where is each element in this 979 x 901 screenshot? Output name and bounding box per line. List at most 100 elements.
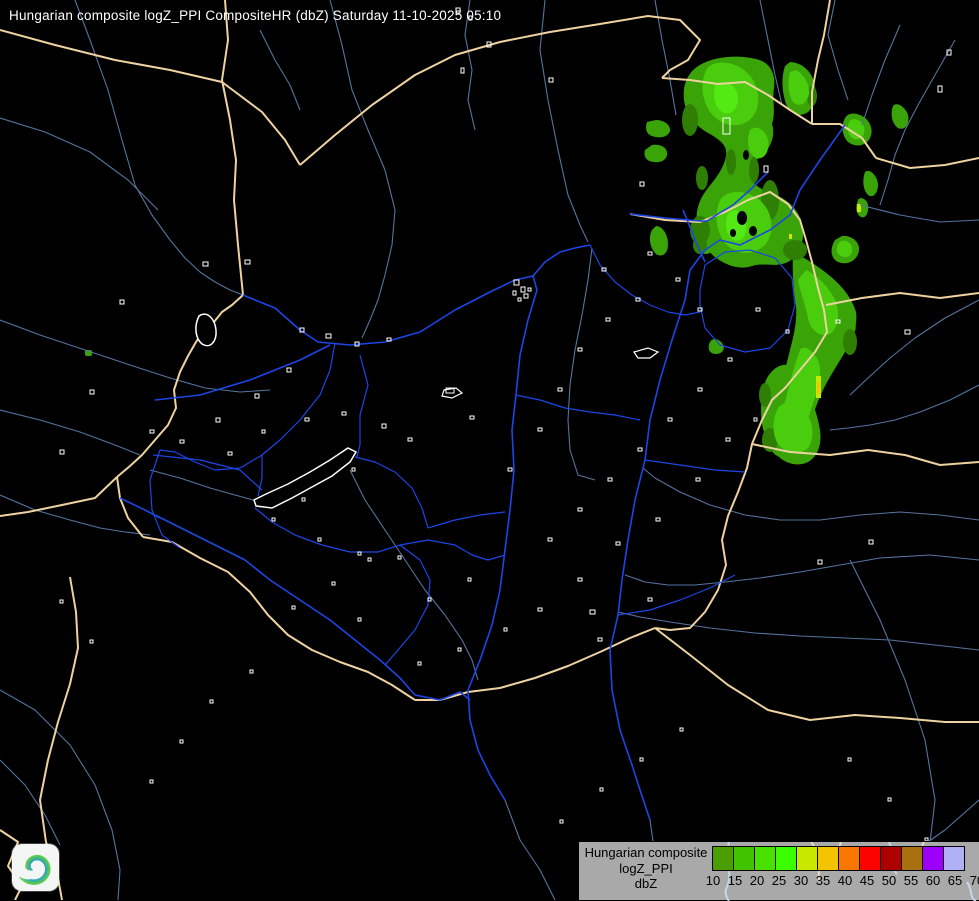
legend-tick-label: 70 [969,873,979,888]
legend-tick-label: 10 [705,873,721,888]
city-marks [59,7,952,842]
city-outline [537,427,543,432]
rivers-major [119,124,846,821]
city-outline [149,779,154,784]
city-outline [291,605,296,610]
city-outline [457,647,462,652]
spiral-stroke [21,855,50,885]
city-outline [679,727,684,732]
city-outline [517,297,522,302]
city-outline [599,787,604,792]
city-outline [301,497,306,502]
city-outline [675,277,681,282]
city-outline [149,429,155,434]
city-outline [577,347,583,352]
city-outline [271,517,276,522]
spiral-stroke [29,859,47,881]
city-outline [655,517,661,522]
radar-echoes [85,56,909,465]
legend-tick-label: 55 [903,873,919,888]
city-outline [381,423,387,429]
city-outline [589,609,596,615]
legend-tick-label: 20 [749,873,765,888]
legend-color-cell [901,846,923,871]
city-outline [817,559,823,565]
city-outline [325,333,332,339]
legend-color-cell [775,846,797,871]
city-outline [537,607,543,612]
city-outline [835,319,841,324]
map-title: Hungarian composite logZ_PPI CompositeHR… [9,8,502,23]
lake-ferto [195,313,217,347]
city-outline [209,699,214,704]
legend-color-cell [796,846,818,871]
legend-product-type: logZ_PPI [619,860,673,876]
lake-balaton [253,447,358,509]
legend-tick-label: 25 [771,873,787,888]
city-outline [299,327,305,333]
city-outline [304,417,310,422]
legend-tick-label: 30 [793,873,809,888]
city-outline [367,557,372,562]
legend-color-cell [733,846,755,871]
city-outline [59,599,64,604]
city-outline [179,439,185,444]
city-outline [460,67,465,74]
city-outline [695,477,701,482]
legend-color-cell [880,846,902,871]
legend-color-cell [943,846,965,871]
legend-tick-label: 50 [881,873,897,888]
legend-tick-label: 40 [837,873,853,888]
spiral-stroke [27,858,48,882]
city-outline [607,477,613,482]
city-outline [727,357,733,362]
city-outline [354,341,360,347]
city-outline [469,415,475,420]
city-outline [523,293,529,299]
legend-color-scale [712,846,965,871]
city-outline [486,41,492,48]
city-outline [637,447,643,452]
spiral-stroke [23,856,49,884]
city-outline [179,739,184,744]
city-outline [577,507,583,512]
city-outline [89,639,94,644]
city-outline [427,597,432,602]
city-outline [647,597,653,602]
spiral-stroke [19,854,51,885]
city-outline [455,7,461,14]
city-outline [904,329,911,335]
city-outline [357,551,362,556]
legend-color-cell [859,846,881,871]
city-outline [468,15,473,21]
city-outline [261,429,266,434]
city-outline [639,757,644,762]
legend-tick-label: 45 [859,873,875,888]
legend-tick-label: 15 [727,873,743,888]
lakes [195,313,660,509]
city-outline [937,85,943,93]
city-outline [615,541,621,546]
city-outline [244,259,251,265]
legend-tick-label: 60 [925,873,941,888]
legend-tick-label: 35 [815,873,831,888]
city-outline [605,317,611,322]
city-outline [667,417,673,422]
city-outline [249,669,254,674]
city-outline [753,417,758,422]
legend-tick-labels: 10 15 20 25 30 35 40 45 50 55 60 65 70 [706,873,979,889]
city-outline [577,577,583,582]
city-outline [341,411,347,416]
lake-tisza [633,347,660,359]
legend-product-name: Hungarian composite [584,845,708,860]
city-outline [512,290,517,296]
legend-unit: dbZ [634,876,658,891]
city-outline [417,661,422,666]
weather-app-logo[interactable] [12,844,59,891]
city-outline [722,117,731,135]
city-outline [89,389,95,395]
city-outline [507,467,513,472]
